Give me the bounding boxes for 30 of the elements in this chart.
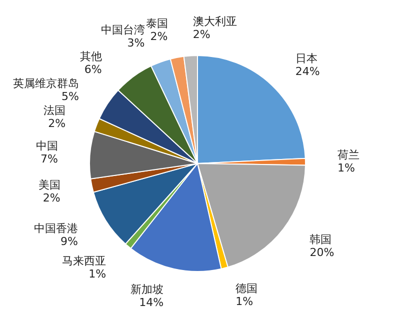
slice-label: 澳大利亚 (192, 14, 237, 28)
data-label: 7% (40, 152, 58, 166)
slice-label: 日本 (295, 52, 318, 66)
slice-label: 中国香港 (34, 222, 78, 236)
data-label: 2% (150, 30, 168, 43)
data-label: 1% (88, 268, 106, 281)
slice-label: 新加坡 (130, 283, 164, 296)
slice-label: 美国 (38, 178, 60, 192)
slice-label: 马来西亚 (62, 254, 106, 268)
data-label: 20% (310, 246, 334, 259)
data-label: 6% (84, 63, 102, 76)
data-label: 5% (62, 90, 79, 104)
data-label: 24% (295, 65, 320, 78)
slice-label: 泰国 (146, 16, 168, 30)
slice-label: 法国 (44, 104, 66, 118)
data-label: 1% (236, 295, 254, 308)
slice-label: 韩国 (310, 232, 332, 246)
slice-label: 中国 (36, 140, 58, 153)
data-label: 2% (192, 28, 210, 41)
data-label: 14% (139, 296, 164, 310)
slice-label: 荷兰 (337, 148, 360, 162)
slice-label: 英属维京群岛 (12, 77, 79, 90)
slice-label: 其他 (80, 50, 102, 64)
slice-label: 德国 (236, 282, 258, 296)
slice-label: 中国台湾 (100, 24, 145, 37)
data-label: 2% (42, 191, 60, 204)
data-label: 2% (48, 117, 66, 130)
data-label: 9% (60, 235, 78, 248)
data-label: 1% (337, 161, 355, 174)
data-label: 3% (127, 36, 145, 50)
